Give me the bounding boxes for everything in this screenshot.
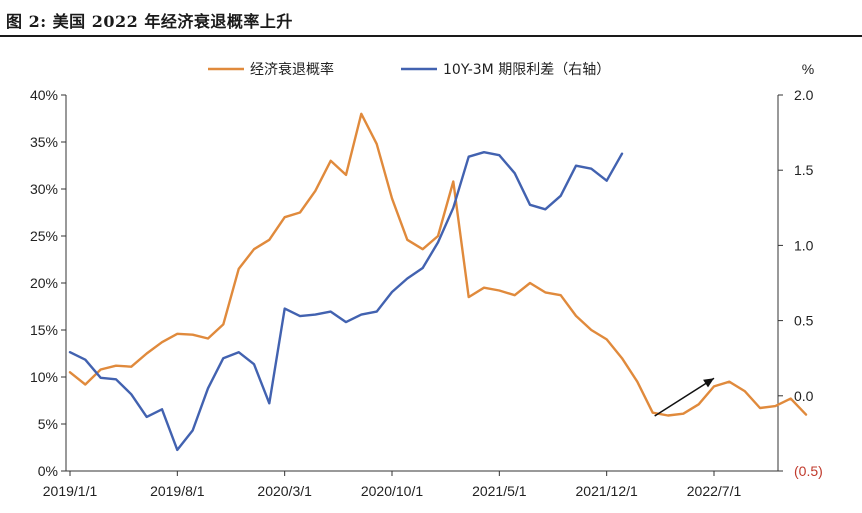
figure-title: 图 2: 美国 2022 年经济衰退概率上升 — [6, 12, 293, 31]
right-axis-tick-label: 1.0 — [794, 237, 814, 253]
left-axis-tick-label: 30% — [30, 181, 58, 197]
x-axis-tick-label: 2019/1/1 — [43, 483, 98, 499]
left-axis-tick-label: 0% — [38, 463, 58, 479]
trend-arrow-shaft — [654, 377, 715, 417]
x-axis-tick-label: 2021/5/1 — [472, 483, 527, 499]
right-axis-tick-label: (0.5) — [794, 463, 823, 479]
right-axis-tick-label: 1.5 — [794, 162, 814, 178]
x-axis-tick-label: 2019/8/1 — [150, 483, 205, 499]
right-axis-unit-label: % — [802, 61, 814, 77]
x-axis-tick-label: 2020/3/1 — [257, 483, 312, 499]
term-spread-line — [68, 150, 624, 452]
right-axis-tick-label: 0.5 — [794, 313, 814, 329]
legend-label-spread: 10Y-3M 期限利差（右轴） — [443, 62, 610, 78]
left-axis-tick-label: 15% — [30, 322, 58, 338]
left-axis-tick-label: 20% — [30, 275, 58, 291]
chart-axes: 0% 5% 10% 15% 20% 25% 30% 35% 40% (0.5) 0.0 0.5 1.0 1… — [30, 61, 823, 499]
annotation-layer — [654, 377, 715, 417]
left-axis-tick-label: 10% — [30, 369, 58, 385]
left-axis-tick-label: 25% — [30, 228, 58, 244]
left-axis-tick-label: 35% — [30, 134, 58, 150]
recession-probability-line — [68, 112, 808, 417]
title-rule — [0, 35, 862, 37]
x-axis-tick-label: 2022/7/1 — [687, 483, 742, 499]
legend-label-recession: 经济衰退概率 — [250, 61, 334, 78]
left-axis-tick-label: 5% — [38, 416, 58, 432]
chart-legend: 经济衰退概率 10Y-3M 期限利差（右轴） — [208, 61, 610, 78]
x-axis-tick-label: 2020/10/1 — [361, 483, 423, 499]
trend-arrow-head — [703, 378, 714, 388]
right-axis-tick-label: 0.0 — [794, 388, 814, 404]
series-layer — [68, 112, 808, 452]
left-axis-tick-label: 40% — [30, 87, 58, 103]
figure-title-bar: 图 2: 美国 2022 年经济衰退概率上升 — [0, 0, 862, 37]
right-axis-tick-label: 2.0 — [794, 87, 814, 103]
x-axis-tick-label: 2021/12/1 — [576, 483, 638, 499]
